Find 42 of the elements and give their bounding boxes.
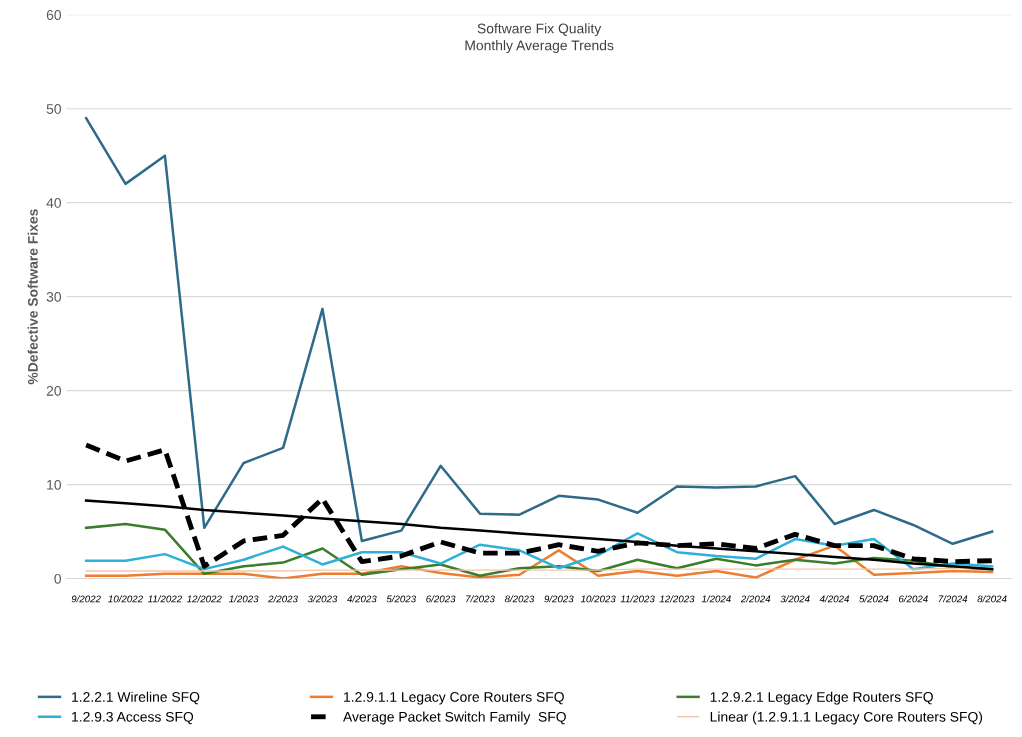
x-tick-label: 5/2023 [386, 595, 417, 603]
legend-label: Linear (1.2.9.1.1 Legacy Core Routers SFQ) [710, 711, 983, 725]
y-tick-label: 40 [46, 198, 62, 208]
x-tick-label: 6/2024 [898, 595, 928, 603]
x-tick-label: 3/2024 [780, 595, 810, 603]
y-tick-label: 10 [47, 479, 62, 490]
legend-label: Average Packet Switch Family SFQ [343, 711, 566, 725]
x-tick-label: 12/2023 [659, 595, 695, 603]
x-tick-label: 7/2024 [938, 595, 968, 603]
x-tick-label: 6/2023 [426, 595, 456, 603]
x-tick-label: 12/2022 [186, 595, 222, 603]
x-tick-label: 11/2022 [147, 595, 182, 603]
y-axis-title: %Defective Software Fixes [27, 209, 38, 385]
x-tick-label: 4/2023 [347, 595, 377, 603]
line-series [84, 116, 994, 546]
text: Software Fix Quality [477, 23, 602, 37]
x-tick-label: 7/2023 [466, 595, 495, 603]
x-tick-label: 3/2023 [307, 595, 338, 603]
x-tick-label: 10/2022 [108, 595, 143, 603]
y-tick-label: 30 [46, 291, 62, 302]
y-tick-label: 20 [46, 385, 62, 396]
legend-label: 1.2.9.2.1 Legacy Edge Routers SFQ [710, 691, 933, 705]
y-tick-label: 60 [46, 10, 62, 20]
x-tick-label: 1/2023 [229, 595, 259, 603]
x-tick-label: 11/2023 [620, 595, 655, 603]
x-tick-label: 9/2022 [71, 595, 101, 603]
y-tick-label: 0 [54, 573, 62, 584]
y-tick-label: 50 [46, 104, 62, 114]
x-tick-label: 2/2024 [740, 595, 771, 603]
x-tick-label: 8/2024 [977, 595, 1007, 603]
x-tick-label: 5/2024 [859, 595, 889, 603]
x-tick-label: 10/2023 [580, 595, 616, 603]
line-series [83, 442, 995, 569]
x-tick-label: 9/2023 [544, 595, 574, 603]
x-tick-label: 8/2023 [504, 595, 535, 603]
legend-label: 1.2.9.3 Access SFQ [72, 711, 194, 725]
legend-label: 1.2.2.1 Wireline SFQ [72, 691, 200, 705]
x-tick-label: 4/2024 [819, 595, 850, 603]
x-tick-label: 2/2023 [268, 595, 298, 603]
x-tick-label: 1/2024 [701, 595, 731, 603]
legend-label: 1.2.9.1.1 Legacy Core Routers SFQ [344, 692, 564, 705]
text: Monthly Average Trends [465, 40, 614, 54]
